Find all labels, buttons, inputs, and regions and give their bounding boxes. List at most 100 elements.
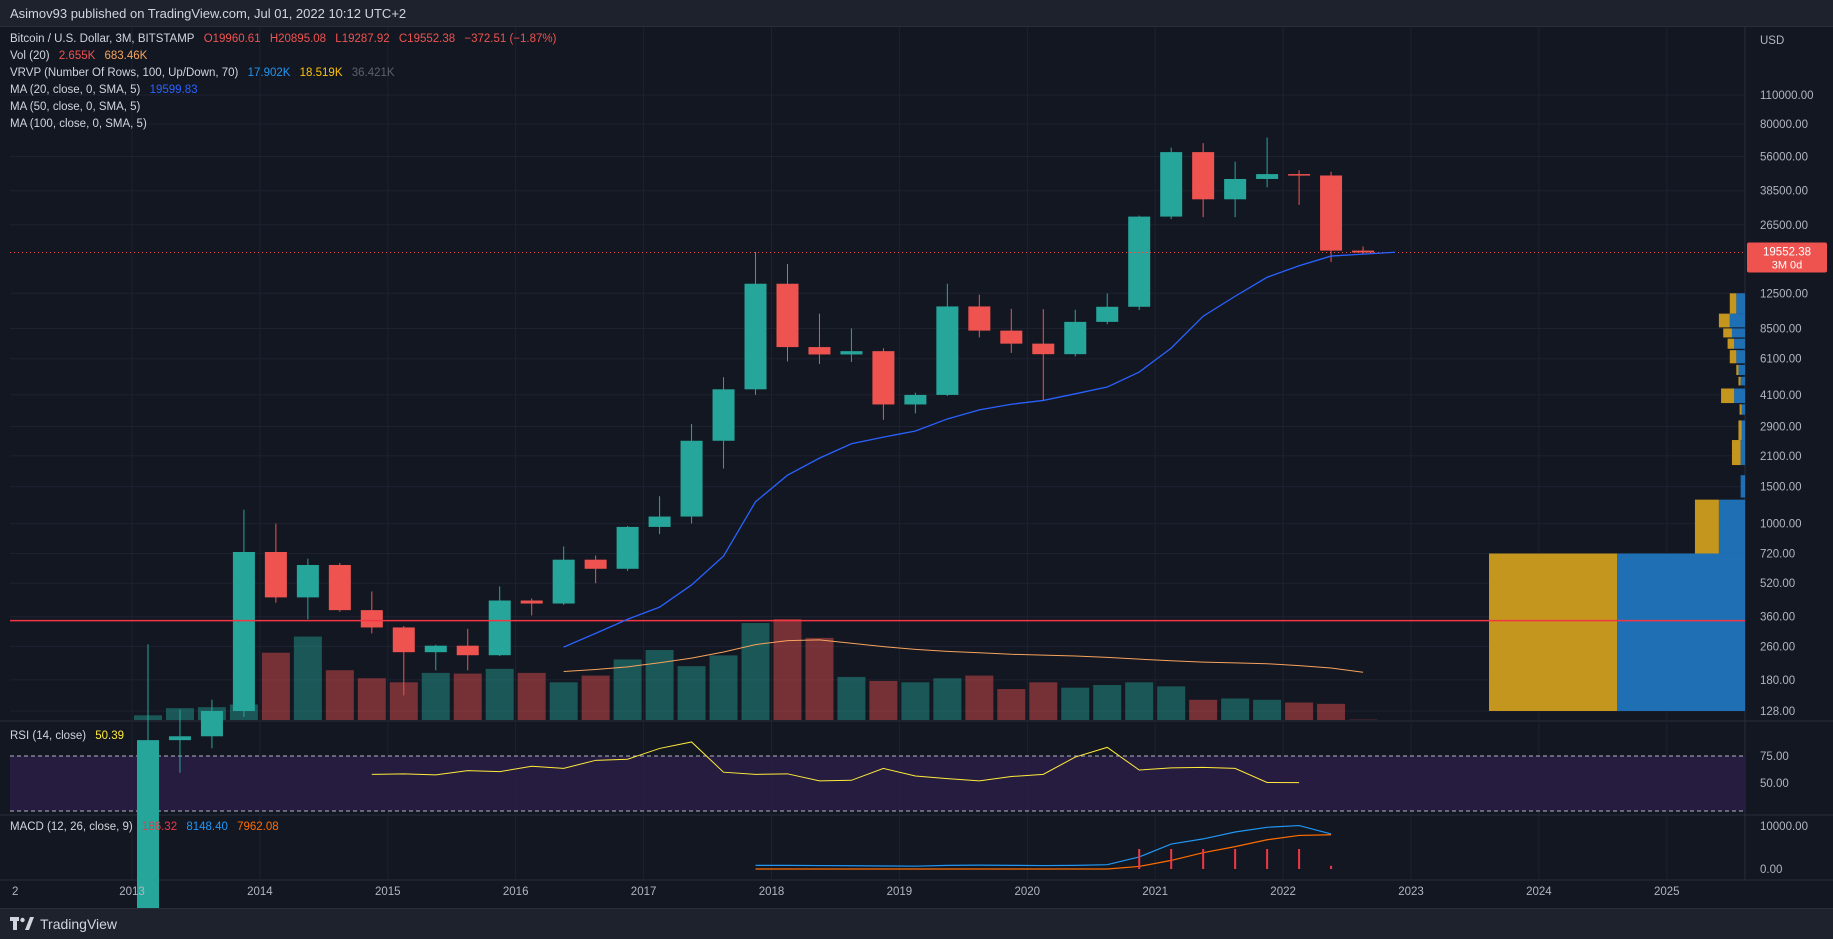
vp-up-bar: [1738, 377, 1740, 386]
volume-bar: [1317, 704, 1345, 720]
candle-body: [233, 552, 255, 711]
volume-bar: [262, 653, 290, 720]
macd-histogram-bar: [1330, 866, 1332, 869]
vp-down-bar: [1736, 350, 1745, 363]
candle-body: [1192, 152, 1214, 199]
candle-body: [169, 736, 191, 740]
ma50-label: MA (50, close, 0, SMA, 5): [10, 101, 140, 113]
tradingview-logo-icon: [10, 917, 34, 931]
time-tick-label: 2017: [631, 886, 657, 898]
legend-ma100-row: MA (100, close, 0, SMA, 5): [10, 118, 153, 130]
ohlc-change: −372.51 (−1.87%): [464, 33, 556, 45]
candle-body: [1320, 175, 1342, 250]
volume-bar: [965, 676, 993, 720]
time-tick-label: 2021: [1142, 886, 1168, 898]
macd-value: 8148.40: [186, 821, 228, 833]
volume-bar: [614, 659, 642, 720]
legend-vrvp-row: VRVP (Number Of Rows, 100, Up/Down, 70) …: [10, 67, 401, 79]
time-tick-label: 2014: [247, 886, 273, 898]
vrvp-down: 17.902K: [248, 67, 291, 79]
candle-body: [745, 284, 767, 390]
macd-histogram-bar: [1138, 849, 1140, 869]
vp-down-bar: [1734, 339, 1745, 349]
candle-body: [681, 441, 703, 517]
legend-macd-row: MACD (12, 26, close, 9) 186.32 8148.40 7…: [10, 821, 285, 833]
legend-symbol-row: Bitcoin / U.S. Dollar, 3M, BITSTAMP O199…: [10, 33, 562, 45]
candle-body: [361, 610, 383, 627]
currency-label: USD: [1760, 35, 1784, 47]
volume-bar: [901, 682, 929, 720]
time-tick-label: 2025: [1654, 886, 1680, 898]
vp-down-bar: [1742, 420, 1745, 440]
price-tick-label: 56000.00: [1760, 152, 1808, 164]
symbol-label: Bitcoin / U.S. Dollar, 3M, BITSTAMP: [10, 33, 194, 45]
footer-brand: TradingView: [40, 916, 117, 932]
vp-down-bar: [1734, 388, 1745, 403]
rsi-value: 50.39: [95, 730, 124, 742]
vp-down-bar: [1742, 404, 1745, 414]
time-tick-label: 2024: [1526, 886, 1552, 898]
time-tick-label: 2023: [1398, 886, 1424, 898]
price-tick-label: 2900.00: [1760, 421, 1802, 433]
candle-body: [457, 646, 479, 656]
vp-up-bar: [1736, 365, 1738, 375]
volume-bar: [1061, 688, 1089, 720]
volume-bar: [358, 678, 386, 720]
vp-up-bar: [1721, 388, 1734, 403]
rsi-label: RSI (14, close): [10, 730, 86, 742]
ma20-label: MA (20, close, 0, SMA, 5): [10, 84, 140, 96]
volume-bar: [1221, 698, 1249, 720]
vrvp-label: VRVP (Number Of Rows, 100, Up/Down, 70): [10, 67, 238, 79]
price-tick-label: 1000.00: [1760, 519, 1802, 531]
candle-body: [649, 517, 671, 527]
time-tick-label: 2020: [1015, 886, 1041, 898]
macd-histogram-bar: [1234, 849, 1236, 869]
tradingview-logo[interactable]: TradingView: [10, 916, 117, 932]
vp-down-bar: [1730, 314, 1745, 328]
rsi-tick-label: 50.00: [1760, 778, 1789, 790]
volume-bar: [837, 677, 865, 720]
volume-bar: [326, 670, 354, 720]
macd-line: [756, 826, 1332, 867]
volume-bar: [1029, 682, 1057, 720]
candle-body: [265, 552, 287, 597]
ma20-value: 19599.83: [150, 84, 198, 96]
volume-bar: [997, 689, 1025, 720]
volume-bar: [486, 669, 514, 720]
price-tick-label: 720.00: [1760, 549, 1795, 561]
volume-bar: [454, 674, 482, 720]
volume-bar: [518, 673, 546, 720]
candle-body: [1224, 179, 1246, 199]
ma100-label: MA (100, close, 0, SMA, 5): [10, 118, 147, 130]
legend-ma50-row: MA (50, close, 0, SMA, 5): [10, 101, 146, 113]
vp-up-bar: [1489, 554, 1617, 711]
volume-bar: [1189, 700, 1217, 720]
vp-up-bar: [1719, 314, 1730, 328]
time-tick-label: 2018: [759, 886, 785, 898]
candle-body: [617, 527, 639, 569]
last-price-label: 19552.38: [1763, 246, 1811, 258]
candle-body: [1064, 322, 1086, 354]
vol-ma-value: 683.46K: [105, 50, 148, 62]
macd-histogram-bar: [1266, 849, 1268, 869]
vp-up-bar: [1732, 440, 1741, 465]
volume-bar: [550, 682, 578, 720]
ohlc-high: H20895.08: [270, 33, 326, 45]
candle-body: [393, 627, 415, 652]
rsi-band: [10, 756, 1745, 811]
vol-label: Vol (20): [10, 50, 50, 62]
volume-bar: [933, 678, 961, 720]
time-tick-label: 2: [12, 886, 18, 898]
time-tick-label: 2019: [887, 886, 913, 898]
ohlc-low: L19287.92: [335, 33, 389, 45]
volume-bar: [1093, 685, 1121, 720]
macd-signal-value: 7962.08: [237, 821, 279, 833]
price-tick-label: 110000.00: [1760, 90, 1814, 102]
vp-up-bar: [1730, 293, 1737, 313]
price-tick-label: 1500.00: [1760, 482, 1802, 494]
vp-up-bar: [1728, 339, 1735, 349]
candle-body: [297, 565, 319, 597]
vp-up-bar: [1730, 350, 1737, 363]
vrvp-up: 18.519K: [300, 67, 343, 79]
